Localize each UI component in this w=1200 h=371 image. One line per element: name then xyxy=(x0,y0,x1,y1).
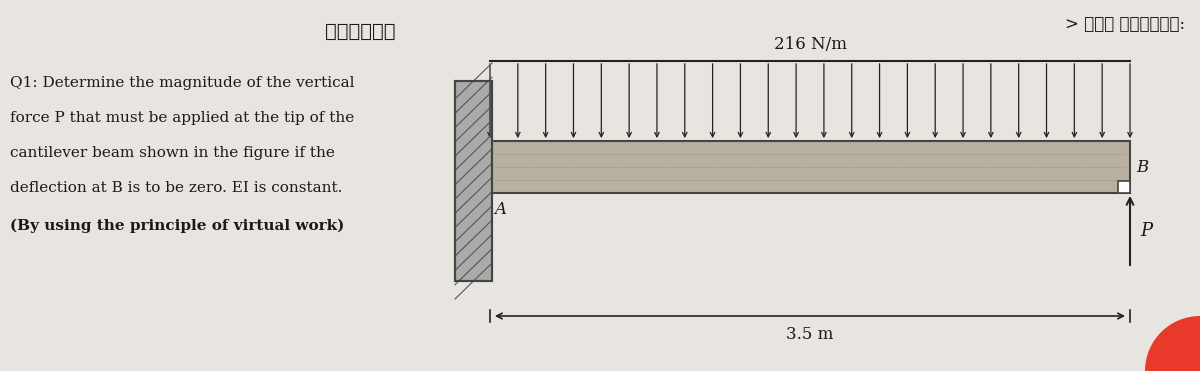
Bar xyxy=(490,141,1130,193)
Bar xyxy=(455,81,492,281)
Text: P: P xyxy=(1140,221,1152,240)
Text: A: A xyxy=(494,201,506,218)
Text: force P that must be applied at the tip of the: force P that must be applied at the tip … xyxy=(10,111,354,125)
Wedge shape xyxy=(1145,316,1200,371)
Text: Q1: Determine the magnitude of the vertical: Q1: Determine the magnitude of the verti… xyxy=(10,76,354,90)
Text: cantilever beam shown in the figure if the: cantilever beam shown in the figure if t… xyxy=(10,146,335,160)
Text: (By using the principle of virtual work): (By using the principle of virtual work) xyxy=(10,219,344,233)
Bar xyxy=(455,81,492,281)
Text: > أسم الطالب:: > أسم الطالب: xyxy=(1064,16,1186,33)
Text: B: B xyxy=(1136,158,1148,175)
Text: الشعبة: الشعبة xyxy=(325,23,395,41)
Text: deflection at B is to be zero. EI is constant.: deflection at B is to be zero. EI is con… xyxy=(10,181,342,195)
Text: 216 N/m: 216 N/m xyxy=(774,36,846,53)
Bar xyxy=(1118,181,1130,193)
Text: 3.5 m: 3.5 m xyxy=(786,326,834,343)
